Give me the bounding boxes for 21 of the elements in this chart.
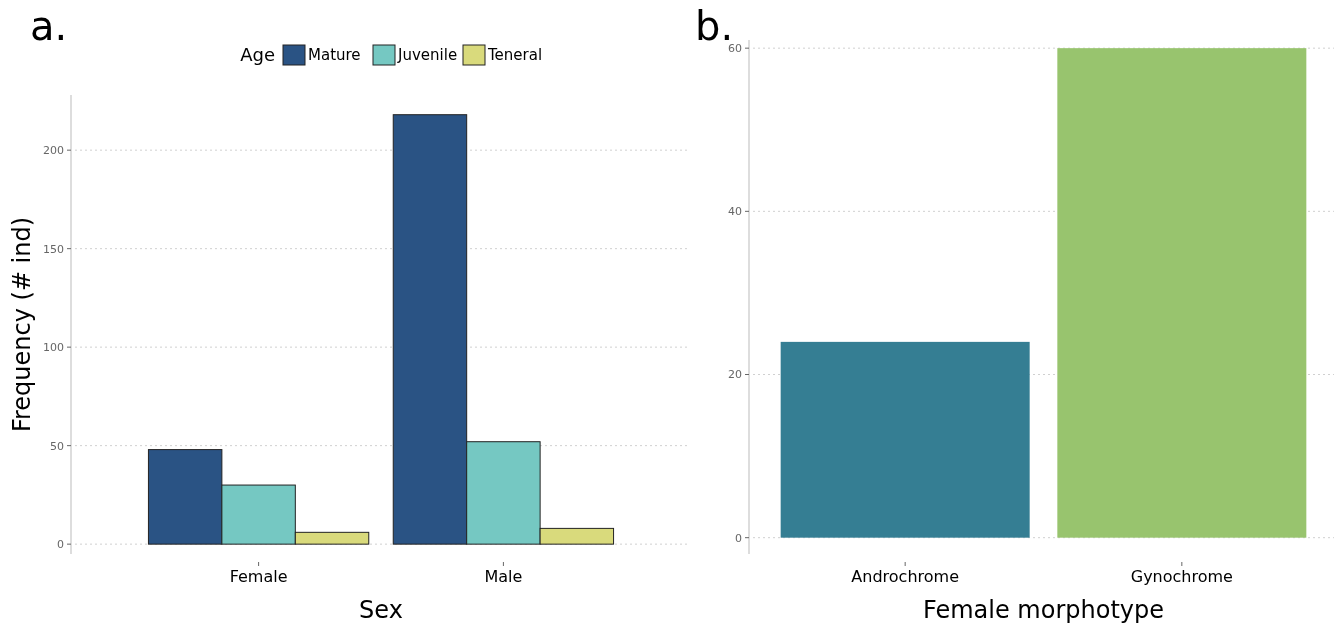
y-tick-label: 60 xyxy=(728,42,742,56)
legend-title: Age xyxy=(240,44,275,66)
y-tick-label: 20 xyxy=(728,368,742,382)
x-tick-label: Female xyxy=(229,567,288,586)
y-tick-label: 40 xyxy=(728,205,742,219)
x-tick-label: Male xyxy=(484,567,523,586)
y-tick-label: 0 xyxy=(57,538,64,551)
y-tick-label: 150 xyxy=(43,242,64,256)
x-axis-title: Sex xyxy=(359,596,403,624)
x-tick-label: Androchrome xyxy=(851,567,959,586)
chart-title: a. xyxy=(30,3,68,49)
y-axis-title: Frequency (# ind) xyxy=(8,216,36,433)
y-tick-label: 0 xyxy=(735,531,742,545)
x-tick-label: Gynochrome xyxy=(1130,567,1233,586)
x-axis-title: Female morphotype xyxy=(922,596,1165,624)
legend-label: Mature xyxy=(308,46,361,65)
y-tick-label: 200 xyxy=(43,144,64,158)
legend-label: Teneral xyxy=(487,46,543,65)
y-tick-label: 50 xyxy=(50,439,64,453)
y-tick-label: 100 xyxy=(43,341,64,354)
legend-label: Juvenile xyxy=(397,46,458,65)
